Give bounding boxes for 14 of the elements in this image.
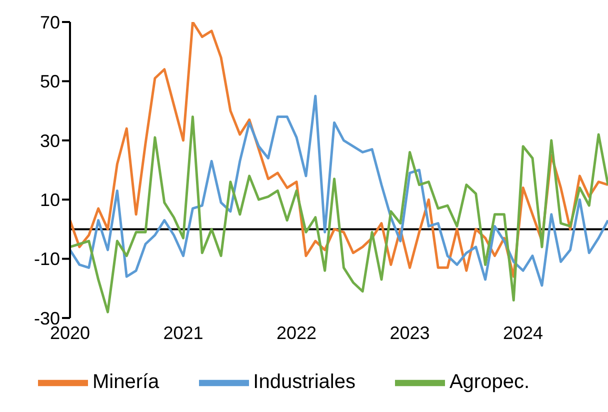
x-tick-label: 2022	[276, 322, 317, 343]
y-tick-label: 50	[40, 72, 60, 92]
y-tick-label: -10	[34, 249, 60, 270]
legend-label: Minería	[92, 371, 160, 394]
y-tick-label: 70	[40, 12, 60, 32]
legend-label: Agropec.	[449, 371, 530, 394]
y-tick-label: 10	[40, 190, 60, 210]
x-tick-label: 2021	[163, 322, 204, 343]
y-tick-label: 30	[40, 130, 60, 151]
x-tick-label: 2023	[390, 322, 430, 343]
legend-label: Industriales	[253, 371, 356, 394]
x-tick-label: 2024	[503, 322, 544, 343]
line-series	[70, 115, 608, 314]
line-series	[70, 94, 608, 287]
